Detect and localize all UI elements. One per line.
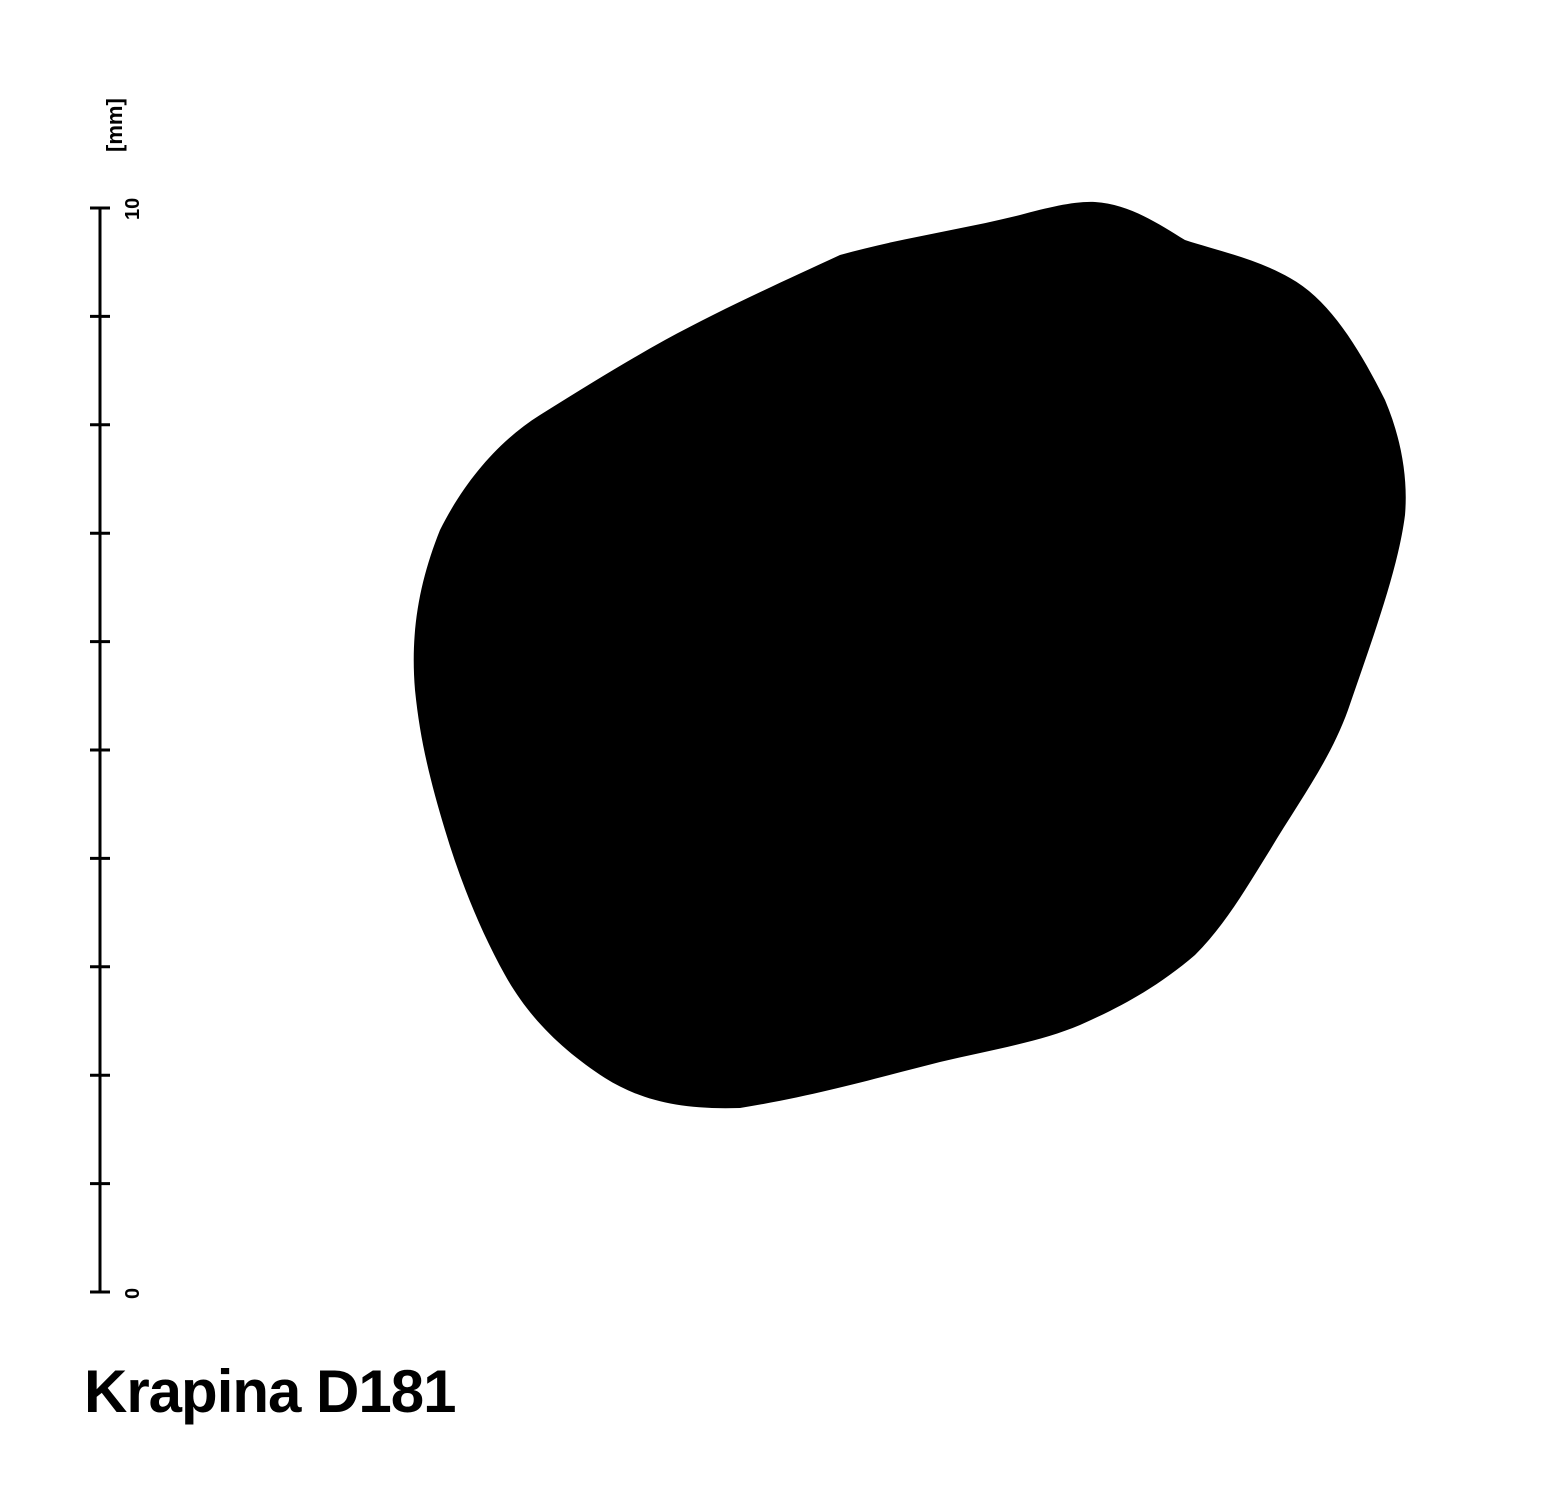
scale-bar: [mm] 10 0 <box>90 98 144 1299</box>
scale-max-label: 10 <box>122 198 144 220</box>
scale-min-label: 0 <box>122 1288 144 1299</box>
scale-ticks <box>90 206 110 1294</box>
tooth-crown-silhouette <box>413 201 1406 1109</box>
specimen-label: Krapina D181 <box>84 1358 456 1425</box>
scale-unit-label: [mm] <box>102 98 127 152</box>
